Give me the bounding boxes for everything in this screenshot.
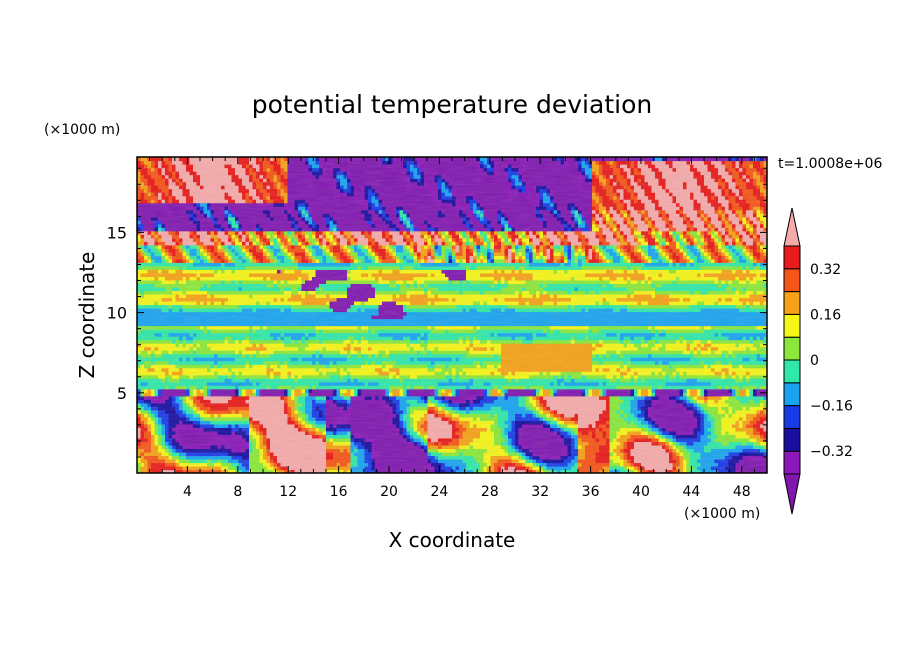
y-axis-label: Z coordinate (75, 252, 99, 379)
chart-title: potential temperature deviation (252, 90, 652, 119)
x-axis-label: X coordinate (389, 528, 516, 552)
x-unit-label: (×1000 m) (684, 506, 760, 522)
time-label: t=1.0008e+06 (778, 156, 882, 172)
heatmap-field (137, 157, 767, 473)
y-unit-label: (×1000 m) (44, 122, 120, 138)
